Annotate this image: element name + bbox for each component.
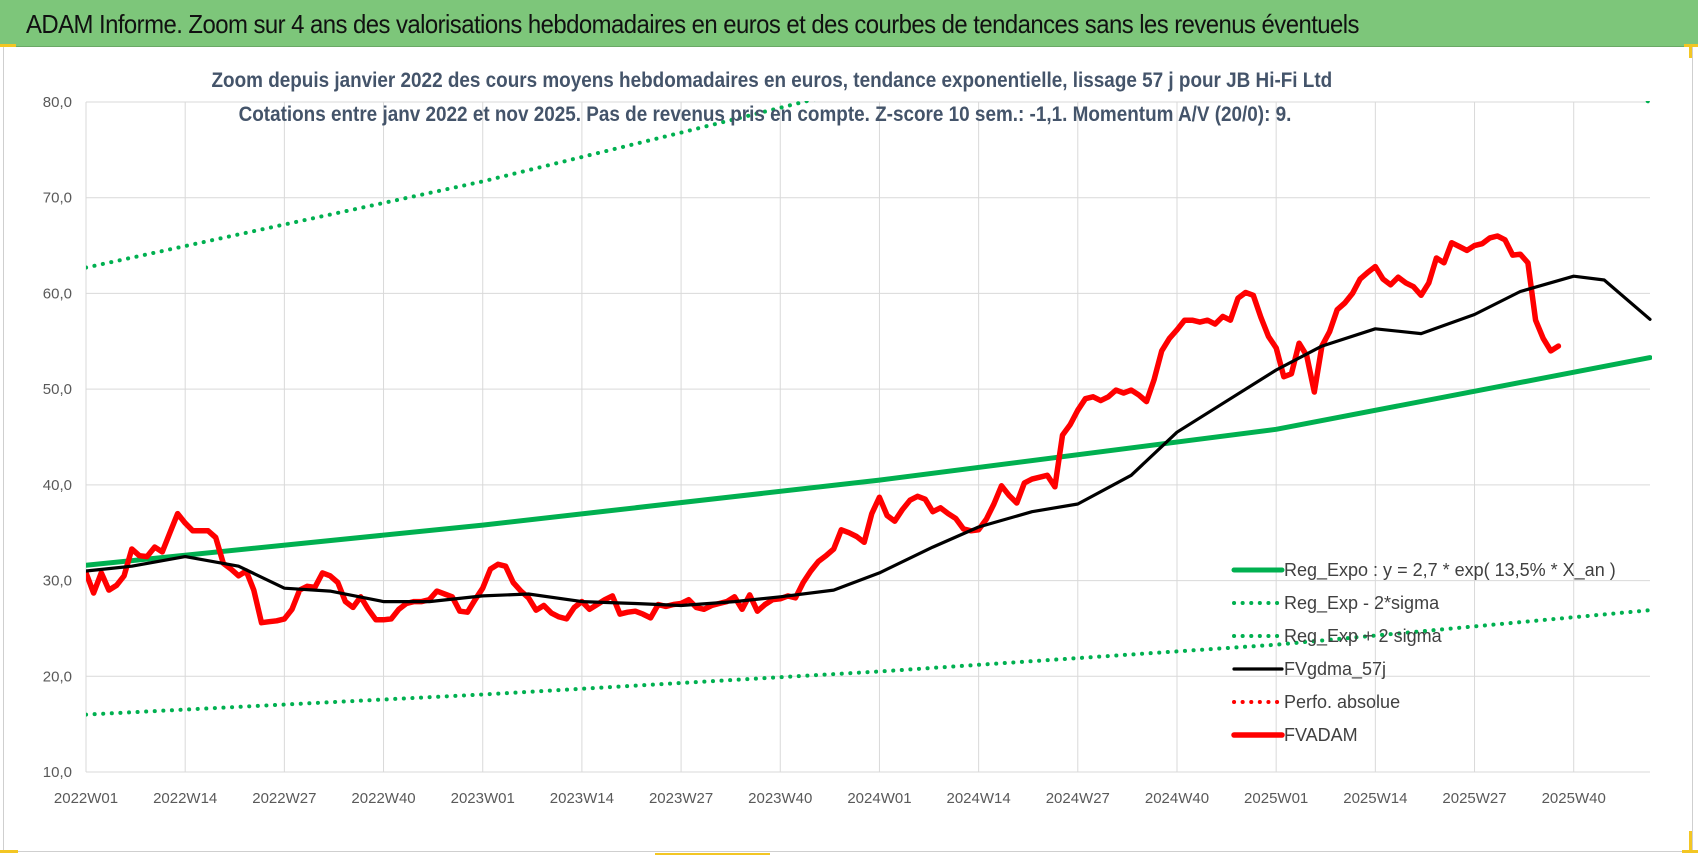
y-tick-label: 30,0 xyxy=(43,573,72,590)
legend-label: FVADAM xyxy=(1284,725,1358,745)
x-tick-label: 2022W01 xyxy=(54,790,118,807)
x-tick-label: 2023W27 xyxy=(649,790,713,807)
series-line-2 xyxy=(86,101,1652,270)
chart-title: Zoom depuis janvier 2022 des cours moyen… xyxy=(211,69,1333,93)
y-tick-label: 70,0 xyxy=(43,190,72,207)
x-tick-label: 2023W14 xyxy=(550,790,614,807)
x-tick-label: 2025W14 xyxy=(1343,790,1407,807)
series-line-5 xyxy=(86,233,1562,626)
chart-subtitle: Cotations entre janv 2022 et nov 2025. P… xyxy=(238,103,1292,126)
y-tick-label: 60,0 xyxy=(43,285,72,302)
y-tick-label: 50,0 xyxy=(43,381,72,398)
x-tick-label: 2025W01 xyxy=(1244,790,1308,807)
x-tick-label: 2023W40 xyxy=(748,790,812,807)
report-banner: ADAM Informe. Zoom sur 4 ans des valoris… xyxy=(0,0,1698,47)
legend-label: Reg_Exp - 2*sigma xyxy=(1284,593,1440,614)
x-tick-label: 2023W01 xyxy=(451,790,515,807)
x-tick-label: 2022W27 xyxy=(252,790,316,807)
series-line-0 xyxy=(86,355,1652,568)
x-tick-label: 2025W40 xyxy=(1542,790,1606,807)
grid-layer xyxy=(85,101,1650,773)
corner-accent xyxy=(0,44,16,47)
series-layer xyxy=(86,101,1652,717)
axis-layer: 10,0 20,0 30,0 40,0 50,0 60,0 70,0 80,0 2022W01 2… xyxy=(43,94,1606,807)
x-tick-label: 2025W27 xyxy=(1442,790,1506,807)
corner-accent xyxy=(655,853,770,855)
corner-accent xyxy=(0,850,18,853)
report-title: ADAM Informe. Zoom sur 4 ans des valoris… xyxy=(26,9,1360,39)
legend-label: Perfo. absolue xyxy=(1284,692,1400,712)
y-tick-label: 10,0 xyxy=(43,764,72,781)
corner-accent xyxy=(1689,44,1692,58)
legend-label: Reg_Expo : y = 2,7 * exp( 13,5% * X_an ) xyxy=(1284,560,1616,581)
x-tick-label: 2022W14 xyxy=(153,790,217,807)
y-tick-label: 80,0 xyxy=(43,94,72,111)
series-line-3 xyxy=(86,274,1652,608)
x-tick-label: 2024W27 xyxy=(1046,790,1110,807)
legend: Reg_Expo : y = 2,7 * exp( 13,5% * X_an )… xyxy=(1231,560,1616,745)
y-tick-label: 40,0 xyxy=(43,477,72,494)
x-tick-label: 2024W14 xyxy=(947,790,1011,807)
series-line-1 xyxy=(86,608,1652,717)
legend-label: FVgdma_57j xyxy=(1284,659,1386,680)
x-tick-label: 2024W01 xyxy=(847,790,911,807)
corner-accent xyxy=(1689,831,1692,853)
legend-label: Reg_Exp + 2 sigma xyxy=(1284,626,1443,647)
x-tick-label: 2022W40 xyxy=(351,790,415,807)
chart-frame xyxy=(3,46,1693,852)
y-tick-label: 20,0 xyxy=(43,668,72,685)
x-tick-label: 2024W40 xyxy=(1145,790,1209,807)
